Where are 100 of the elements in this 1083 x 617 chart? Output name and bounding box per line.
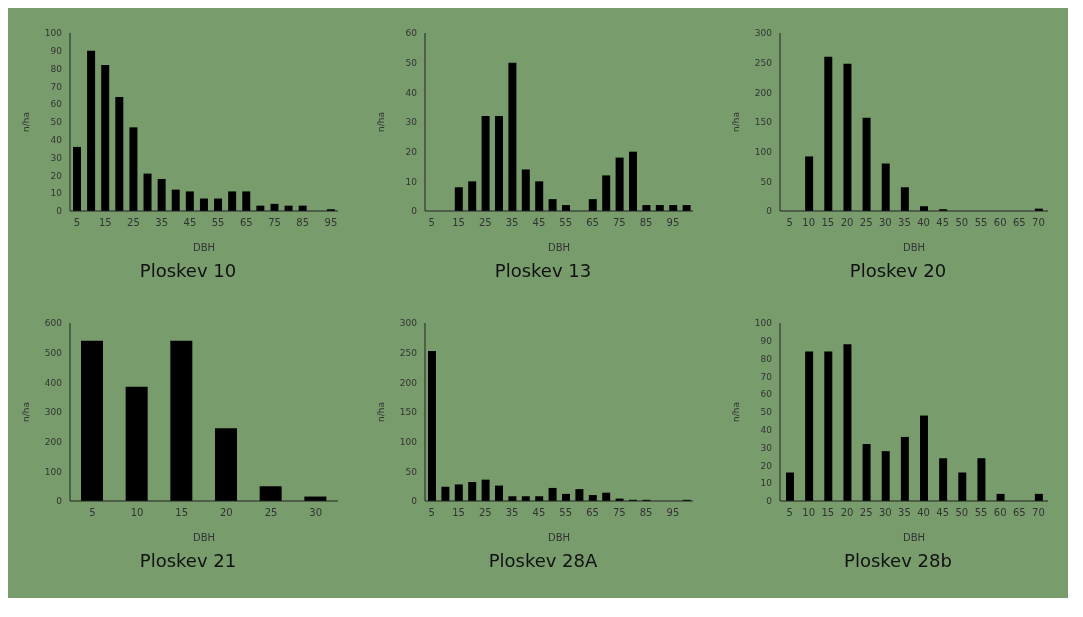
x-tick-label: 45: [183, 217, 197, 229]
x-tick-label: 45: [936, 217, 950, 229]
y-tick-label: 10: [50, 188, 63, 199]
x-tick-label: 15: [821, 217, 835, 229]
x-tick-label: 15: [452, 217, 465, 229]
y-tick-label: 50: [760, 407, 773, 418]
y-tick-label: 10: [760, 478, 773, 489]
x-tick-label: 55: [974, 217, 988, 229]
y-tick-label: 50: [405, 466, 418, 477]
x-tick-label: 30: [309, 507, 323, 519]
y-tick-label: 300: [754, 28, 773, 39]
y-tick-label: 0: [411, 206, 418, 217]
x-tick-label: 95: [324, 217, 338, 229]
x-tick-label: 20: [840, 507, 854, 519]
y-tick-label: 250: [399, 347, 418, 358]
x-axis-title: DBH: [902, 242, 926, 253]
x-tick-label: 65: [239, 217, 253, 229]
x-tick-label: 35: [898, 507, 911, 519]
y-tick-label: 300: [399, 318, 418, 329]
y-tick-label: 400: [44, 377, 63, 388]
x-tick-label: 10: [802, 217, 816, 229]
y-tick-label: 70: [50, 81, 63, 92]
y-tick-label: 50: [50, 117, 63, 128]
x-tick-label: 15: [821, 507, 835, 519]
y-tick-label: 60: [405, 28, 418, 39]
x-axis-title: DBH: [192, 242, 216, 253]
x-tick-label: 40: [917, 217, 930, 229]
x-tick-label: 60: [993, 217, 1007, 229]
y-tick-label: 100: [399, 436, 418, 447]
x-tick-label: 55: [974, 507, 988, 519]
y-axis-title: n/ha: [376, 402, 387, 422]
text: Ploskev 20: [849, 260, 947, 281]
y-tick-label: 20: [760, 460, 773, 471]
x-tick-label: 25: [264, 507, 278, 519]
x-axis-title: DBH: [902, 532, 926, 543]
y-tick-label: 30: [405, 117, 418, 128]
x-tick-label: 25: [478, 507, 492, 519]
y-tick-label: 0: [766, 496, 773, 507]
x-tick-label: 50: [955, 507, 969, 519]
x-axis-title: DBH: [192, 532, 216, 543]
x-axis-title: DBH: [547, 532, 571, 543]
x-tick-label: 55: [559, 507, 573, 519]
x-tick-label: 75: [612, 217, 626, 229]
x-tick-label: 30: [878, 217, 892, 229]
y-tick-label: 40: [760, 424, 773, 435]
x-tick-label: 55: [559, 217, 573, 229]
y-axis-title: n/ha: [731, 112, 742, 132]
y-tick-label: 70: [760, 371, 773, 382]
text: Ploskev 28b: [844, 550, 952, 571]
y-tick-label: 60: [50, 99, 63, 110]
y-tick-label: 30: [50, 152, 63, 163]
y-tick-label: 250: [754, 57, 773, 68]
y-axis-title: n/ha: [731, 402, 742, 422]
y-tick-label: 150: [754, 117, 773, 128]
y-tick-label: 200: [754, 87, 773, 98]
y-axis-title: n/ha: [376, 112, 387, 132]
x-tick-label: 15: [175, 507, 189, 519]
x-tick-label: 95: [666, 507, 680, 519]
x-tick-label: 70: [1032, 217, 1045, 229]
x-tick-label: 75: [268, 217, 281, 229]
x-axis-title: DBH: [547, 242, 571, 253]
y-tick-label: 40: [50, 134, 63, 145]
text: Ploskev 21: [139, 550, 237, 571]
x-tick-label: 85: [639, 507, 653, 519]
y-tick-label: 500: [44, 347, 63, 358]
x-tick-label: 60: [993, 507, 1007, 519]
x-tick-label: 85: [639, 217, 653, 229]
x-tick-label: 20: [219, 507, 233, 519]
x-tick-label: 15: [452, 507, 465, 519]
y-axis-title: n/ha: [21, 402, 32, 422]
x-tick-label: 5: [428, 217, 435, 229]
x-tick-label: 25: [478, 217, 492, 229]
y-axis-title: n/ha: [21, 112, 32, 132]
y-tick-label: 0: [56, 206, 63, 217]
x-tick-label: 95: [666, 217, 680, 229]
text: Ploskev 10: [139, 260, 237, 281]
x-tick-label: 5: [89, 507, 96, 519]
y-tick-label: 150: [399, 407, 418, 418]
y-tick-label: 10: [405, 176, 418, 187]
y-tick-label: 300: [44, 407, 63, 418]
x-tick-label: 35: [155, 217, 169, 229]
y-tick-label: 30: [760, 442, 773, 453]
y-tick-label: 0: [56, 496, 63, 507]
y-tick-label: 200: [399, 377, 418, 388]
x-tick-label: 45: [532, 217, 546, 229]
x-tick-label: 5: [786, 217, 793, 229]
x-tick-label: 70: [1032, 507, 1045, 519]
y-tick-label: 90: [50, 45, 63, 56]
x-tick-label: 65: [586, 507, 599, 519]
y-tick-label: 600: [44, 318, 63, 329]
y-tick-label: 0: [766, 206, 773, 217]
y-tick-label: 40: [405, 87, 418, 98]
y-tick-label: 80: [50, 63, 63, 74]
x-tick-label: 20: [840, 217, 854, 229]
x-tick-label: 65: [1012, 507, 1026, 519]
x-tick-label: 30: [878, 507, 892, 519]
x-tick-label: 25: [859, 507, 873, 519]
y-tick-label: 50: [760, 176, 773, 187]
x-tick-label: 45: [532, 507, 546, 519]
y-tick-label: 20: [405, 146, 418, 157]
